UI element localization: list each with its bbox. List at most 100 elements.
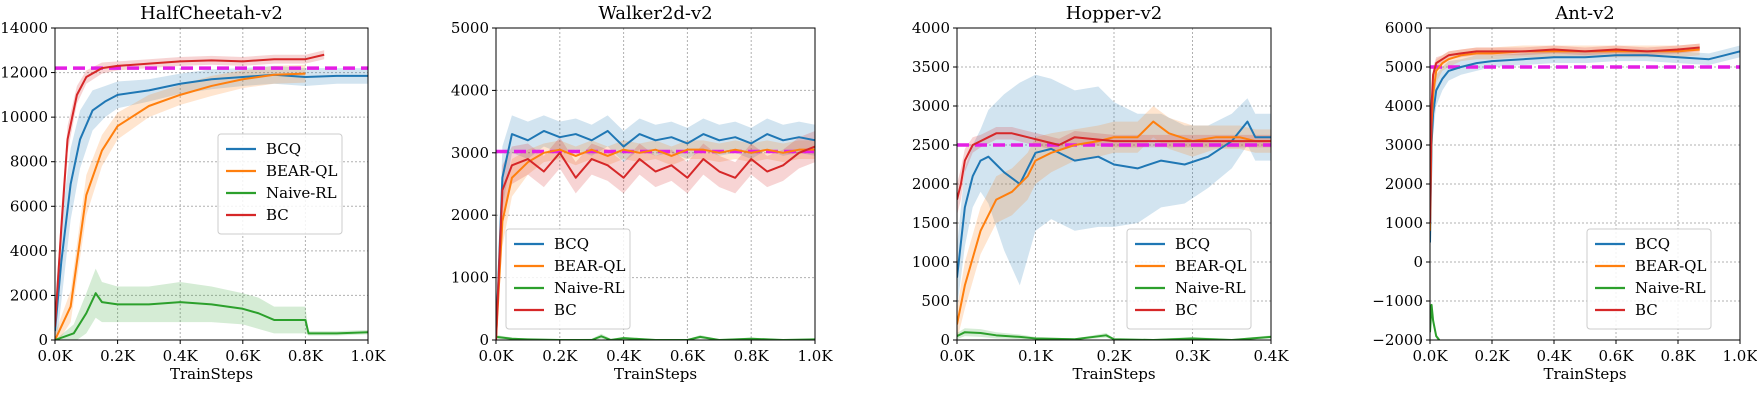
series-line-3 (496, 145, 815, 340)
series-line-3 (957, 132, 1271, 200)
legend-label-0: BCQ (554, 235, 589, 253)
y-tick-label-8: 6000 (1385, 19, 1423, 37)
x-tick-label-5: 1.0K (1722, 347, 1757, 365)
x-tick-label-1: 0.2K (100, 347, 136, 365)
y-tick-label-2: 4000 (10, 242, 48, 260)
y-tick-label-3: 3000 (451, 144, 489, 162)
y-tick-label-2: 1000 (912, 253, 950, 271)
legend-label-3: BC (266, 206, 289, 224)
y-tick-label-1: 1000 (451, 269, 489, 287)
y-tick-label-2: 2000 (451, 206, 489, 224)
chart-panel-3: 0.0K 0.2K 0.4K 0.6K 0.8K 1.0K −2000 −1000 0 1000 2… (1372, 3, 1757, 383)
series-band-1 (55, 64, 306, 340)
series-band-0 (496, 115, 815, 340)
x-tick-label-2: 0.4K (606, 347, 642, 365)
y-tick-label-1: 500 (921, 292, 950, 310)
legend-label-1: BEAR-QL (266, 162, 337, 180)
series-line-1 (957, 120, 1271, 325)
series-line-3 (1430, 46, 1700, 224)
legend-label-3: BC (1635, 301, 1658, 319)
chart-title: Hopper-v2 (1066, 3, 1163, 24)
legend: BCQ BEAR-QL Naive-RL BC (1586, 228, 1712, 330)
y-tick-label-6: 12000 (0, 64, 48, 82)
y-tick-label-1: 2000 (10, 286, 48, 304)
x-axis-label: TrainSteps (1543, 365, 1626, 383)
series-line-0 (496, 129, 815, 340)
x-tick-label-3: 0.6K (1598, 347, 1634, 365)
legend: BCQ BEAR-QL Naive-RL BC (217, 133, 343, 235)
y-tick-label-4: 2000 (912, 175, 950, 193)
series-line-2 (1430, 303, 1441, 340)
y-tick-label-8: 4000 (912, 19, 950, 37)
legend-label-3: BC (554, 301, 577, 319)
x-tick-label-4: 0.8K (1660, 347, 1696, 365)
x-axis-label: TrainSteps (1072, 365, 1155, 383)
series-band-3 (496, 130, 815, 340)
x-tick-label-0: 0.0K (478, 347, 514, 365)
chart-title: Walker2d-v2 (598, 3, 712, 24)
x-tick-label-3: 0.3K (1175, 347, 1211, 365)
x-tick-label-2: 0.4K (1536, 347, 1572, 365)
legend-box (505, 228, 631, 330)
chart-panel-0: 0.0K 0.2K 0.4K 0.6K 0.8K 1.0K 0 2000 4000 6000 800… (0, 3, 386, 383)
series-line-0 (1430, 50, 1740, 243)
y-tick-label-0: 0 (479, 331, 489, 349)
y-tick-label-2: 0 (1413, 253, 1423, 271)
x-tick-label-0: 0.0K (37, 347, 73, 365)
y-tick-label-4: 2000 (1385, 175, 1423, 193)
legend-label-2: Naive-RL (554, 279, 625, 297)
legend-label-2: Naive-RL (266, 184, 337, 202)
x-tick-label-5: 1.0K (350, 347, 386, 365)
y-tick-label-4: 8000 (10, 153, 48, 171)
plot-area (55, 50, 368, 340)
series-line-1 (496, 148, 815, 340)
series-line-0 (55, 73, 368, 332)
x-tick-label-4: 0.8K (734, 347, 770, 365)
x-tick-label-0: 0.0K (1412, 347, 1448, 365)
x-tick-label-1: 0.2K (542, 347, 578, 365)
series-band-2 (55, 268, 368, 340)
series-line-1 (55, 72, 306, 340)
legend: BCQ BEAR-QL Naive-RL BC (505, 228, 631, 330)
series-line-1 (1430, 48, 1700, 231)
y-tick-label-3: 1000 (1385, 214, 1423, 232)
axes-frame (54, 27, 369, 341)
y-tick-label-7: 3500 (912, 58, 950, 76)
legend-label-0: BCQ (1635, 235, 1670, 253)
x-tick-label-2: 0.2K (1096, 347, 1132, 365)
legend: BCQ BEAR-QL Naive-RL BC (1126, 228, 1252, 330)
series-band-0 (957, 74, 1271, 309)
series-line-2 (957, 331, 1271, 340)
chart-panel-1: 0.0K 0.2K 0.4K 0.6K 0.8K 1.0K 0 1000 2000 3000 400… (451, 3, 834, 383)
chart-title: HalfCheetah-v2 (140, 3, 283, 24)
y-tick-label-5: 5000 (451, 19, 489, 37)
y-tick-label-5: 10000 (0, 108, 48, 126)
series-band-1 (957, 106, 1271, 340)
series-band-3 (957, 127, 1271, 216)
legend-label-3: BC (1175, 301, 1198, 319)
x-tick-label-1: 0.2K (1474, 347, 1510, 365)
y-tick-label-6: 3000 (912, 97, 950, 115)
y-tick-label-6: 4000 (1385, 97, 1423, 115)
x-tick-label-5: 1.0K (797, 347, 833, 365)
legend-label-0: BCQ (1175, 235, 1210, 253)
y-tick-label-7: 14000 (0, 19, 48, 37)
legend-box (1586, 228, 1712, 330)
y-tick-label-0: 0 (940, 331, 950, 349)
y-tick-label-5: 2500 (912, 136, 950, 154)
legend-box (217, 133, 343, 235)
series-line-2 (496, 335, 815, 340)
legend-label-1: BEAR-QL (554, 257, 625, 275)
x-tick-label-0: 0.0K (939, 347, 975, 365)
legend-label-1: BEAR-QL (1175, 257, 1246, 275)
y-tick-label-1: −1000 (1372, 292, 1423, 310)
axes-frame (495, 27, 816, 341)
x-tick-label-3: 0.6K (670, 347, 706, 365)
plot-area (496, 115, 815, 340)
series-line-2 (55, 292, 368, 340)
plot-area (957, 74, 1271, 340)
x-tick-label-3: 0.6K (225, 347, 261, 365)
chart-panel-2: 0.0K 0.1K 0.2K 0.3K 0.4K 0 500 1000 1500 2000 2500… (912, 3, 1290, 383)
